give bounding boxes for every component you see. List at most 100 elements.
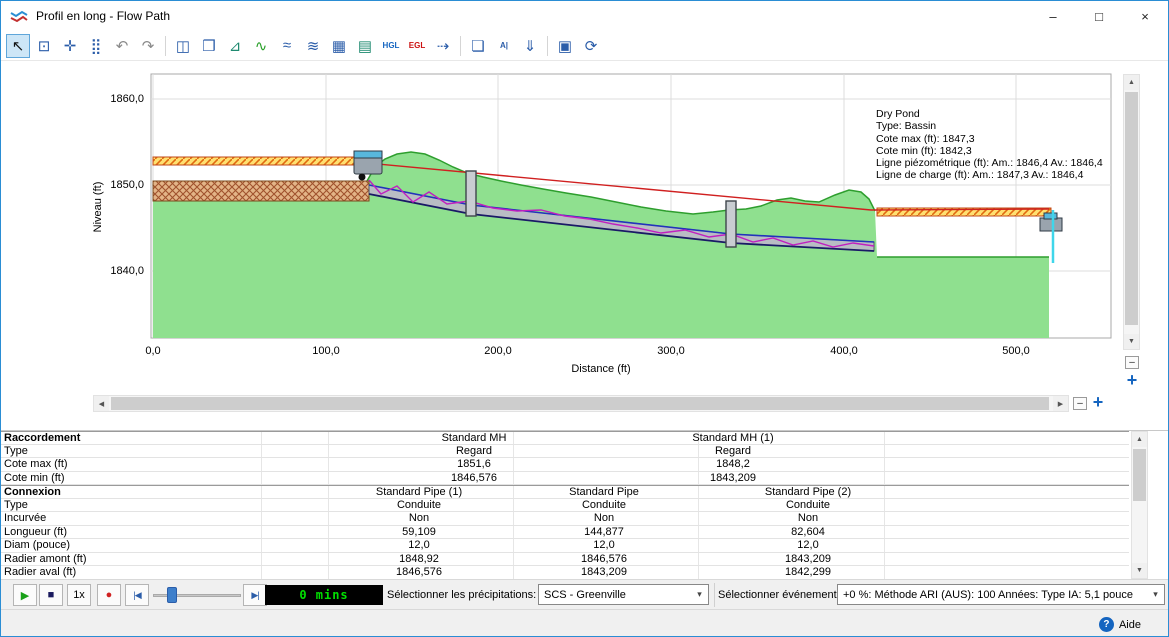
table-row: Radier aval (ft) 1846,576 1843,209 1842,…	[1, 566, 1129, 580]
vertical-zoom-out-button[interactable]: –	[1125, 356, 1139, 369]
table-cell: 12,0	[797, 539, 819, 551]
snapshot-button[interactable]: ❏	[466, 34, 490, 58]
invert-line	[368, 193, 875, 252]
water-surface-button[interactable]: ≈	[275, 34, 299, 58]
table-cell: Conduite	[581, 498, 627, 511]
slider-track[interactable]	[153, 594, 241, 597]
event-select[interactable]: +0 %: Méthode ARI (AUS): 100 Années: Typ…	[837, 584, 1165, 605]
terrain-outline	[153, 151, 876, 215]
scroll-thumb[interactable]	[1125, 92, 1138, 325]
zoom-extents-button[interactable]: ⣿	[84, 34, 108, 58]
skip-to-end-button[interactable]: ▶|	[243, 584, 267, 606]
scroll-down-button[interactable]: ▼	[1132, 563, 1147, 578]
screen-capture-icon: ▣	[557, 37, 573, 55]
table-cell: Non	[797, 512, 819, 524]
text-label-button[interactable]: A|	[492, 34, 516, 58]
record-icon: ●	[105, 589, 113, 601]
event-label: Sélectionner événement:	[718, 589, 840, 601]
table-column-divider	[261, 431, 262, 580]
flow-direction-button[interactable]: ⇢	[431, 34, 455, 58]
flow-profile-icon: ≋	[306, 37, 320, 55]
y-tick: 1860,0	[110, 93, 144, 105]
toolbar: ↖ ⊡ ✛ ⣿ ↶ ↷ ◫ ❒ ⊿ ∿ ≈ ≋ ▦ ▤ HGL EGL ⇢ ❏ …	[1, 31, 1168, 61]
close-button[interactable]: ×	[1141, 8, 1149, 24]
help-link[interactable]: ? Aide	[1098, 617, 1141, 632]
controls-separator	[714, 583, 715, 607]
scroll-right-button[interactable]: ▶	[1053, 396, 1068, 411]
table-cell: Non	[593, 512, 615, 524]
redo-icon: ↷	[141, 37, 155, 55]
scroll-up-button[interactable]: ▲	[1132, 432, 1147, 447]
horizontal-zoom-in-button[interactable]: +	[1092, 391, 1104, 412]
hgl-toggle-button[interactable]: HGL	[379, 34, 403, 58]
maximize-button[interactable]: □	[1095, 8, 1103, 24]
skip-back-icon: |◀	[133, 589, 141, 600]
flow-profile-button[interactable]: ≋	[301, 34, 325, 58]
inlet-structure-icon[interactable]	[353, 150, 383, 181]
minimize-button[interactable]: –	[1049, 8, 1057, 24]
window-title: Profil en long - Flow Path	[36, 9, 171, 23]
record-button[interactable]: ●	[97, 584, 121, 606]
save-profile-button[interactable]: ⇓	[518, 34, 542, 58]
table-cell: Non	[408, 512, 430, 524]
stop-button[interactable]: ■	[39, 584, 63, 606]
x-tick: 500,0	[1002, 345, 1030, 357]
chart-vertical-scrollbar[interactable]: ▲ ▼	[1123, 74, 1140, 350]
data-table-button[interactable]: ▦	[327, 34, 351, 58]
toolbar-separator	[165, 35, 166, 56]
report-chart-icon: ▤	[357, 37, 373, 55]
table-cell: Standard MH	[441, 432, 507, 444]
scroll-left-button[interactable]: ◀	[94, 396, 109, 411]
x-tick: 200,0	[484, 345, 512, 357]
precipitation-select[interactable]: SCS - Greenville ▾	[538, 584, 709, 605]
outlet-structure-icon[interactable]	[1039, 212, 1063, 232]
storage-tank-icon: ◫	[175, 37, 191, 55]
speed-button[interactable]: 1x	[67, 584, 91, 606]
speed-label: 1x	[73, 589, 85, 601]
slider-thumb[interactable]	[167, 587, 177, 603]
table-cell: 1846,576	[581, 552, 627, 565]
egl-toggle-button[interactable]: EGL	[405, 34, 429, 58]
manhole-1[interactable]	[465, 170, 477, 217]
row-label: Cote min (ft)	[4, 471, 65, 484]
egl-icon: EGL	[408, 41, 426, 50]
select-pointer-button[interactable]: ↖	[6, 33, 30, 58]
horizontal-zoom-out-button[interactable]: –	[1073, 397, 1087, 410]
scroll-down-button[interactable]: ▼	[1124, 334, 1139, 349]
undo-button[interactable]: ↶	[110, 34, 134, 58]
ground-surface-button[interactable]: ∿	[249, 34, 273, 58]
scroll-thumb[interactable]	[1133, 449, 1146, 501]
screen-capture-button[interactable]: ▣	[553, 34, 577, 58]
table-row: Diam (pouce) 12,0 12,0 12,0	[1, 539, 1129, 553]
view-3d-button[interactable]: ❒	[197, 34, 221, 58]
report-chart-button[interactable]: ▤	[353, 34, 377, 58]
cross-section-button[interactable]: ⊿	[223, 34, 247, 58]
help-icon: ?	[1098, 617, 1114, 632]
zoom-window-button[interactable]: ⊡	[32, 34, 56, 58]
table-cell: 59,109	[402, 525, 436, 538]
scroll-thumb[interactable]	[111, 397, 1049, 410]
statusbar: ? Aide	[1, 609, 1168, 636]
table-cell: 1846,576	[451, 471, 497, 484]
table-cell: 1848,2	[716, 458, 750, 470]
table-row: Raccordement Standard MH Standard MH (1)	[1, 431, 1129, 445]
skip-to-start-button[interactable]: |◀	[125, 584, 149, 606]
undo-icon: ↶	[115, 37, 129, 55]
vertical-zoom-in-button[interactable]: +	[1126, 369, 1138, 390]
time-slider[interactable]	[153, 587, 241, 603]
table-cell: 12,0	[408, 539, 430, 551]
play-button[interactable]: ▶	[13, 584, 37, 606]
refresh-profile-button[interactable]: ⟳	[579, 34, 603, 58]
row-label: Raccordement	[4, 432, 81, 444]
chart-horizontal-scrollbar[interactable]: ◀ ▶	[93, 395, 1069, 412]
pan-button[interactable]: ✛	[58, 34, 82, 58]
scroll-up-button[interactable]: ▲	[1124, 75, 1139, 90]
storage-tank-button[interactable]: ◫	[171, 34, 195, 58]
table-cell: Standard MH (1)	[692, 432, 774, 444]
table-cell: 1843,209	[710, 471, 756, 484]
manhole-2[interactable]	[725, 200, 737, 248]
table-vertical-scrollbar[interactable]: ▲ ▼	[1131, 431, 1148, 579]
redo-button[interactable]: ↷	[136, 34, 160, 58]
zoom-extents-icon: ⣿	[90, 37, 102, 55]
